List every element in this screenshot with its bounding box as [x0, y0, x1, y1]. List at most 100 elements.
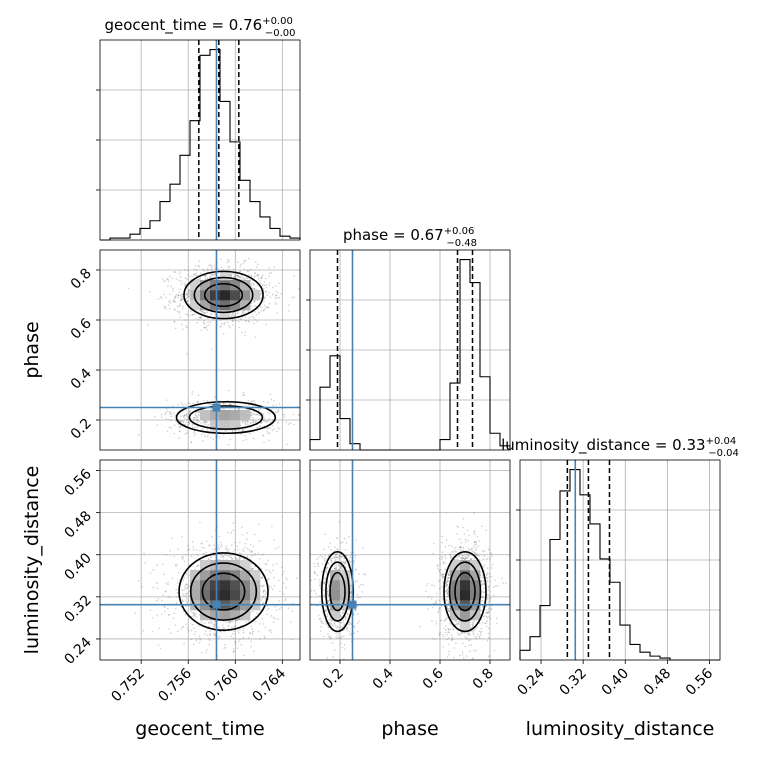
sample-point — [180, 402, 183, 404]
sample-point — [193, 430, 196, 433]
sample-point — [181, 625, 184, 628]
sample-point — [283, 416, 285, 418]
sample-point — [255, 421, 257, 423]
contour-line — [178, 552, 269, 632]
sample-point — [256, 320, 259, 323]
sample-point — [247, 421, 249, 423]
sample-point — [222, 555, 224, 557]
sample-point — [481, 580, 483, 583]
sample-point — [432, 552, 435, 555]
sample-point — [281, 573, 284, 576]
sample-point — [204, 312, 207, 314]
sample-point — [485, 529, 487, 532]
sample-point — [227, 555, 229, 557]
sample-point — [180, 297, 183, 299]
sample-point — [188, 605, 190, 608]
title-sup: +0.06 — [444, 226, 475, 237]
sample-point — [186, 291, 189, 294]
sample-point — [156, 564, 158, 566]
sample-point — [252, 322, 255, 325]
sample-point — [493, 649, 495, 652]
title-text: geocent_time = 0.76+0.00 −0.00 — [105, 16, 296, 39]
sample-point — [253, 318, 256, 321]
sample-point — [239, 318, 242, 321]
sample-point — [219, 541, 222, 544]
sample-point — [169, 411, 172, 413]
density-cell — [190, 580, 201, 591]
sample-point — [243, 268, 246, 271]
sample-point — [443, 627, 446, 630]
sample-point — [227, 624, 230, 627]
sample-point — [185, 413, 188, 415]
sample-point — [177, 403, 179, 406]
sample-point — [234, 643, 237, 646]
sample-point — [447, 586, 450, 589]
sample-point — [230, 531, 233, 534]
sample-point — [187, 431, 189, 433]
sample-point — [185, 554, 187, 556]
sample-point — [210, 436, 212, 439]
sample-point — [179, 420, 181, 422]
sample-point — [267, 427, 269, 429]
sample-point — [196, 549, 198, 551]
sample-point — [207, 558, 210, 560]
y-tick-label: 0.32 — [61, 592, 94, 625]
sample-point — [485, 605, 487, 607]
sample-point — [193, 615, 195, 618]
sample-point — [192, 614, 195, 617]
sample-point — [270, 398, 273, 401]
sample-point — [220, 266, 223, 268]
sample-point — [210, 408, 212, 411]
sample-point — [462, 557, 465, 559]
sample-point — [181, 535, 183, 538]
density-cell — [240, 580, 251, 591]
sample-point — [264, 626, 267, 629]
sample-point — [473, 649, 475, 652]
sample-point — [186, 300, 189, 303]
sample-point — [252, 437, 255, 440]
sample-point — [261, 585, 264, 587]
sample-point — [217, 546, 219, 549]
sample-point — [451, 628, 454, 630]
sample-point — [445, 590, 448, 592]
sample-point — [505, 582, 507, 585]
sample-point — [187, 629, 190, 632]
sample-point — [238, 558, 241, 561]
sample-point — [254, 620, 257, 623]
sample-point — [230, 315, 233, 318]
sample-point — [249, 632, 251, 635]
sample-point — [242, 310, 244, 313]
sample-point — [143, 552, 145, 555]
sample-point — [184, 319, 187, 321]
sample-point — [242, 550, 245, 553]
sample-point — [198, 411, 201, 413]
sample-point — [447, 577, 450, 580]
sample-point — [208, 263, 211, 266]
sample-point — [169, 299, 172, 302]
sample-point — [165, 418, 168, 420]
sample-point — [292, 413, 295, 416]
sample-point — [194, 414, 197, 416]
sample-point — [469, 548, 471, 551]
sample-point — [252, 567, 254, 570]
sample-point — [436, 564, 439, 567]
sample-point — [486, 557, 489, 560]
sample-point — [249, 284, 252, 286]
histogram-panel-geocent_time: geocent_time = 0.76+0.00 −0.00 — [96, 16, 301, 241]
sample-point — [280, 566, 283, 568]
sample-point — [438, 557, 441, 560]
density-cell — [250, 570, 261, 581]
sample-point — [177, 296, 179, 299]
sample-point — [469, 650, 471, 652]
sample-point — [254, 300, 256, 302]
sample-point — [251, 315, 253, 318]
sample-point — [468, 554, 471, 556]
sample-point — [223, 630, 226, 633]
sample-point — [258, 557, 261, 560]
sample-point — [210, 621, 212, 623]
sample-point — [267, 577, 270, 580]
sample-point — [464, 631, 466, 634]
sample-point — [260, 567, 263, 570]
sample-point — [250, 274, 253, 276]
sample-point — [471, 548, 473, 550]
